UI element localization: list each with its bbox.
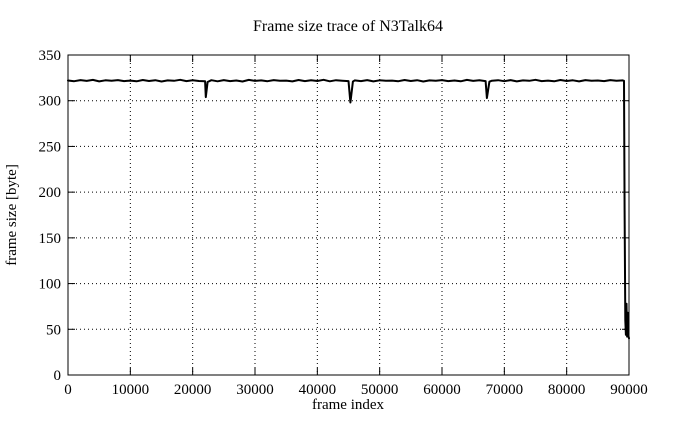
plot-border bbox=[67, 54, 630, 376]
plot-area: 0 10000 20000 30000 40000 50000 60000 70000 8000… bbox=[39, 48, 648, 398]
x-tick-label: 10000 bbox=[112, 382, 150, 398]
y-tick-label: 350 bbox=[39, 48, 62, 64]
y-tick-label: 0 bbox=[54, 368, 62, 384]
y-tick-label: 200 bbox=[39, 185, 62, 201]
x-tick-label: 90000 bbox=[610, 382, 648, 398]
x-tick-label: 60000 bbox=[423, 382, 461, 398]
y-tick-label: 100 bbox=[39, 277, 62, 293]
y-tick-label: 250 bbox=[39, 139, 62, 155]
x-tick-label: 40000 bbox=[299, 382, 337, 398]
x-tick-label: 20000 bbox=[174, 382, 212, 398]
y-tick-label: 300 bbox=[39, 94, 62, 110]
gridlines bbox=[68, 55, 629, 375]
tick-labels: 0 10000 20000 30000 40000 50000 60000 70000 8000… bbox=[39, 48, 648, 398]
chart-title: Frame size trace of N3Talk64 bbox=[253, 18, 443, 35]
tick-marks bbox=[67, 54, 630, 376]
x-tick-label: 50000 bbox=[361, 382, 399, 398]
x-tick-label: 70000 bbox=[486, 382, 524, 398]
x-tick-label: 0 bbox=[64, 382, 72, 398]
y-tick-label: 50 bbox=[46, 322, 61, 338]
y-tick-label: 150 bbox=[39, 231, 62, 247]
x-tick-label: 30000 bbox=[236, 382, 274, 398]
x-tick-label: 80000 bbox=[548, 382, 586, 398]
frame-size-trace bbox=[67, 78, 630, 340]
y-axis-label: frame size [byte] bbox=[4, 164, 20, 266]
x-axis-label: frame index bbox=[312, 397, 385, 413]
